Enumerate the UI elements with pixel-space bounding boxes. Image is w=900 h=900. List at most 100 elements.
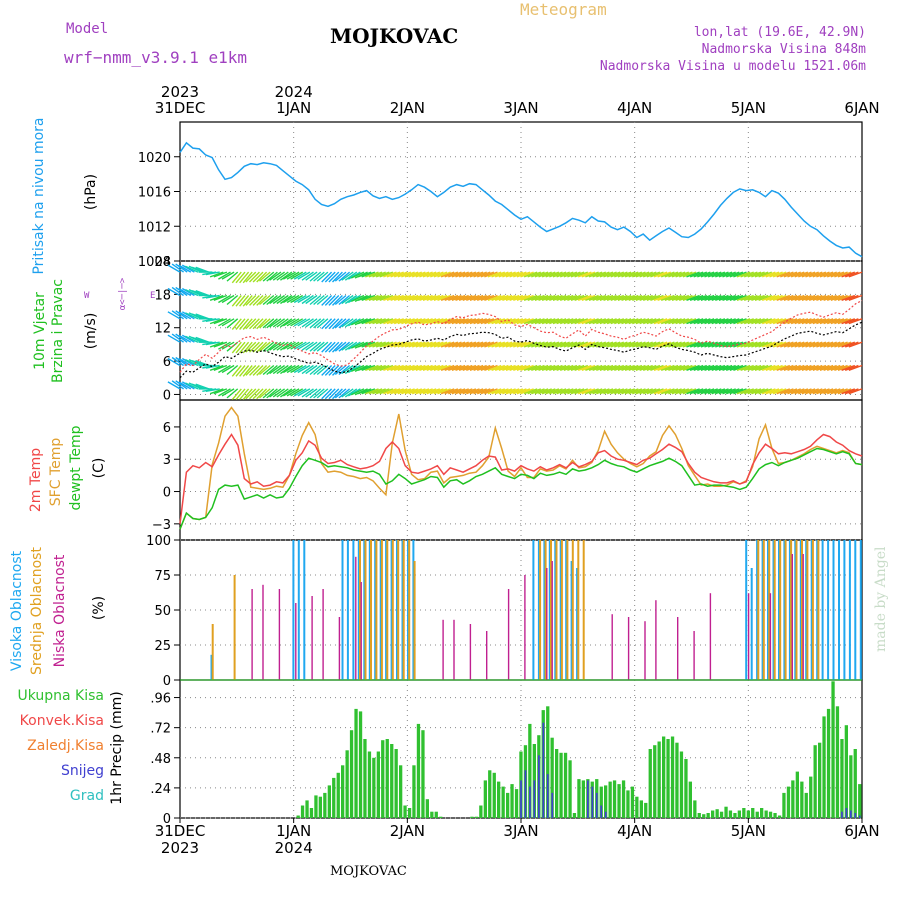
wind-barb [798,364,812,371]
wind-barb [624,364,639,371]
wind-ylabel-2: Brzina i Pravac [50,279,66,383]
wind-barb [592,341,607,348]
wind-barb [534,318,549,325]
wind-barb [715,318,729,325]
wind-barb [361,388,376,395]
wind-barb [577,341,592,348]
ytick-label: 100 [146,534,171,549]
wind-barb [794,364,809,371]
wind-barb [678,294,693,301]
wind-barb [531,318,545,325]
wind-barb [213,318,228,325]
wind-barb [808,318,823,325]
wind-barb [487,364,502,371]
wind-barb [823,364,837,371]
wind-barb [545,271,560,278]
wind-barb [772,271,787,278]
wind-barb [351,318,365,326]
precip-bar [617,784,621,818]
wind-barb [276,294,289,305]
precip-bar [492,772,496,818]
wind-barb [239,271,250,284]
wind-barb [798,271,812,278]
wind-barb [541,318,556,325]
wind-barb [567,271,581,278]
wind-barb [328,388,340,400]
wind-barb [657,271,672,278]
wind-barb [823,271,837,278]
wind-barb [527,364,542,371]
wind-barb [509,294,524,301]
wind-barb [368,364,383,371]
wind-barb [332,271,343,283]
wind-barb [538,318,552,325]
wind-barb [498,388,513,395]
wind-barb [293,341,307,350]
wind-barb [344,388,358,398]
wind-barb [819,364,834,371]
wind-barb [549,271,563,278]
ytick-label: 1016 [138,186,171,201]
wind-barb [697,388,711,395]
wind-barb [245,271,257,283]
wind-barb [787,364,801,371]
precip-bar [345,750,349,818]
wind-barb [259,364,271,376]
wind-barb [816,318,830,325]
wind-barb [740,341,754,348]
wind-barb [743,271,758,278]
wind-barb [171,286,185,297]
wind-barb [848,364,863,371]
wind-barb [581,364,596,371]
wind-barb [621,271,635,278]
wind-barb [235,295,246,307]
wind-barb [834,341,848,348]
wind-barb [191,313,206,320]
location-lonlat: lon,lat (19.6E, 42.9N) [694,25,866,40]
wind-barb [592,364,607,371]
wind-barb [218,294,231,304]
wind-barb [185,288,199,297]
wind-barb [502,364,516,371]
wind-barb [473,341,487,348]
wind-barb [383,341,397,348]
wind-barb [722,364,736,371]
wind-barb [218,318,231,327]
wind-barb [841,341,856,348]
wind-barb [697,294,711,301]
precip-bar [666,739,670,818]
wind-barb [758,341,773,348]
wind-barb [520,364,534,371]
wind-barb [309,271,322,282]
precip-bar [608,781,612,818]
wind-barb [516,364,531,371]
wind-barb [393,388,408,395]
wind-barb [646,318,661,325]
wind-barb [383,294,397,301]
wind-barb [437,364,451,371]
wind-barb [567,294,581,301]
wind-barb [704,364,718,371]
wind-barb [279,364,293,375]
time-axis: 31DEC31DEC202320231JAN1JAN202420242JAN2J… [155,83,880,857]
wind-barb [372,271,386,278]
wind-barb [794,341,809,348]
wind-barb [293,294,307,304]
meteogram-title: Meteogram [520,0,607,19]
wind-barb [704,271,718,278]
wind-barb [347,388,361,397]
wind-barb [830,294,845,301]
wind-barb [276,341,289,351]
wind-barb [830,388,845,395]
wind-barb [552,318,567,325]
ytick-label: 24 [154,255,171,270]
wind-barb [751,318,765,325]
wind-barb [697,318,711,325]
precip-bar [381,740,385,818]
wind-barb [297,294,311,304]
wind-barb [682,294,697,301]
wind-barb [332,341,343,353]
wind-barb [404,318,419,325]
wind-barb [242,318,253,330]
wind-barb [437,341,451,348]
